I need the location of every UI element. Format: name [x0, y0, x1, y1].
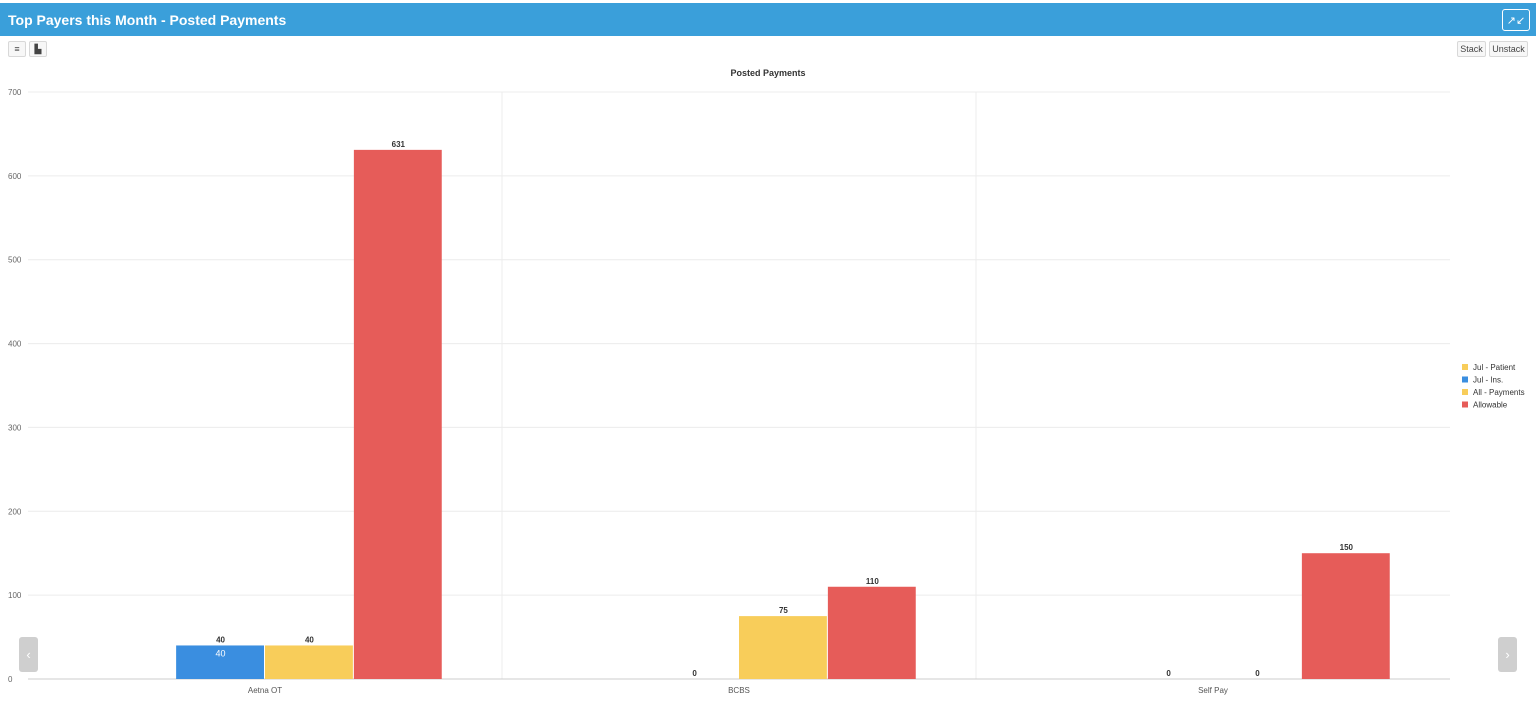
data-label: 75 [779, 606, 788, 615]
legend-label: Jul - Ins. [1473, 376, 1503, 385]
data-label: 0 [1166, 669, 1171, 678]
list-view-button[interactable]: ≡ [8, 41, 26, 57]
data-label: 631 [392, 140, 406, 149]
y-tick-label: 100 [8, 591, 22, 600]
y-tick-label: 400 [8, 340, 22, 349]
y-tick-label: 700 [8, 88, 22, 97]
legend-swatch [1462, 401, 1468, 408]
panel-title: Top Payers this Month - Posted Payments [8, 12, 287, 28]
y-tick-label: 0 [8, 675, 13, 684]
unstack-button[interactable]: Unstack [1489, 41, 1528, 57]
data-label-inner: 40 [216, 648, 226, 658]
next-page-button[interactable]: › [1498, 637, 1517, 672]
y-tick-label: 200 [8, 507, 22, 516]
data-label: 150 [1340, 543, 1354, 552]
data-label: 0 [692, 669, 697, 678]
legend-label: Allowable [1473, 401, 1508, 410]
stack-button[interactable]: Stack [1457, 41, 1486, 57]
data-label: 40 [216, 635, 225, 644]
legend-swatch [1462, 364, 1468, 370]
panel-header: Top Payers this Month - Posted Payments … [0, 3, 1536, 36]
y-tick-label: 500 [8, 256, 22, 265]
legend-swatch [1462, 376, 1468, 383]
bar [1301, 553, 1390, 679]
data-label: 110 [866, 577, 879, 586]
chevron-left-icon: ‹ [26, 647, 31, 662]
legend-label: All - Payments [1473, 388, 1525, 397]
bar [739, 616, 827, 679]
x-tick-label: BCBS [728, 686, 750, 695]
compress-arrows-icon: ↗↙ [1506, 14, 1526, 27]
chart-view-button[interactable]: ▙ [29, 41, 47, 57]
chevron-right-icon: › [1505, 647, 1510, 662]
x-tick-label: Aetna OT [248, 686, 282, 695]
bar [265, 645, 353, 679]
bar [353, 149, 442, 679]
data-label: 40 [305, 635, 314, 644]
x-tick-label: Self Pay [1198, 686, 1228, 695]
bar-chart-icon: ▙ [34, 43, 42, 54]
y-tick-label: 300 [8, 423, 22, 432]
bar [827, 586, 916, 679]
list-icon: ≡ [14, 44, 20, 54]
chart-title: Posted Payments [730, 68, 805, 78]
bar [176, 645, 264, 679]
legend-swatch [1462, 389, 1468, 395]
prev-page-button[interactable]: ‹ [19, 637, 38, 672]
collapse-button[interactable]: ↗↙ [1502, 9, 1530, 31]
data-label: 0 [1255, 669, 1260, 678]
legend-label: Jul - Patient [1473, 363, 1516, 372]
y-tick-label: 600 [8, 172, 22, 181]
